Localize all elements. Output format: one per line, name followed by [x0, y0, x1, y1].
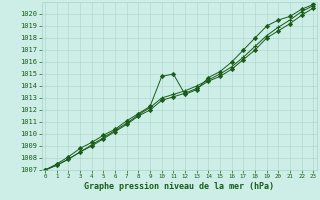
X-axis label: Graphe pression niveau de la mer (hPa): Graphe pression niveau de la mer (hPa) [84, 182, 274, 191]
